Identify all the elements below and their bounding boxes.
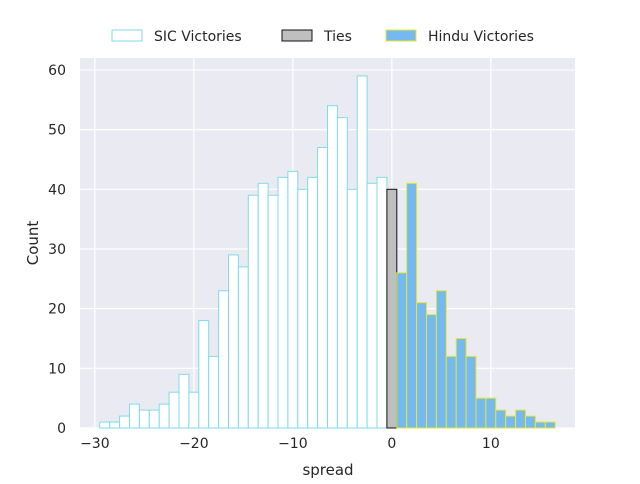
legend: SIC Victories Ties Hindu Victories: [111, 29, 534, 45]
histogram-bar: [188, 391, 200, 429]
histogram-bar: [109, 421, 121, 429]
y-tick-label: 60: [48, 63, 66, 79]
y-tick-label: 40: [48, 182, 66, 198]
histogram-bar: [228, 254, 239, 429]
y-tick-label: 0: [57, 421, 66, 437]
histogram-bar: [257, 182, 269, 429]
x-tick-label: −10: [278, 436, 308, 452]
histogram-bar: [455, 337, 467, 429]
histogram-bar: [534, 421, 546, 429]
x-tick-label: 0: [387, 436, 396, 452]
y-tick-labels: 0 10 20 30 40 50 60: [48, 63, 66, 437]
x-tick-label: −20: [179, 436, 209, 452]
bars: [99, 75, 556, 429]
histogram-bar: [307, 176, 319, 429]
legend-label: Hindu Victories: [428, 29, 534, 45]
y-tick-label: 30: [48, 242, 66, 258]
y-axis-label: Count: [24, 221, 42, 266]
x-tick-label: −30: [80, 436, 110, 452]
histogram-bar: [218, 290, 230, 429]
y-tick-label: 50: [48, 123, 66, 139]
histogram-bar: [178, 373, 190, 429]
histogram-bar: [297, 188, 309, 429]
histogram-bar: [445, 355, 457, 429]
histogram-bar: [287, 170, 299, 429]
histogram-bar: [317, 147, 329, 429]
histogram-bar: [237, 266, 249, 429]
histogram-bar: [485, 397, 497, 429]
histogram-bar: [99, 421, 111, 429]
histogram-bar: [327, 105, 338, 429]
histogram-bar: [277, 176, 289, 429]
legend-swatch: [385, 29, 417, 42]
histogram-bar: [366, 182, 378, 429]
histogram-bar: [465, 355, 477, 429]
histogram-bar: [505, 415, 517, 429]
histogram-bar: [119, 415, 130, 429]
histogram-bar: [198, 320, 210, 429]
histogram-bar: [515, 409, 526, 429]
histogram-bar: [129, 403, 140, 429]
legend-item: SIC Victories: [111, 29, 242, 45]
histogram-bar: [396, 272, 408, 429]
legend-label: SIC Victories: [154, 29, 242, 45]
histogram-bar: [208, 355, 220, 429]
x-tick-label: 10: [482, 436, 500, 452]
legend-item: Ties: [281, 29, 352, 45]
y-tick-label: 20: [48, 302, 66, 318]
histogram-bar: [544, 421, 556, 429]
y-tick-label: 10: [48, 361, 66, 377]
histogram-bar: [247, 194, 259, 429]
histogram-bar: [158, 403, 170, 429]
histogram-bar: [495, 409, 507, 429]
legend-label: Ties: [323, 29, 352, 45]
histogram-bar: [148, 409, 160, 429]
series-sic-victories: [99, 75, 388, 429]
legend-swatch: [281, 29, 313, 42]
histogram-bar: [138, 409, 150, 429]
histogram-bar: [356, 75, 368, 429]
series-ties: [386, 188, 398, 429]
histogram-bar: [435, 290, 447, 429]
histogram-bar: [426, 314, 437, 429]
histogram-bar: [346, 188, 358, 429]
histogram-bar: [525, 415, 536, 429]
histogram-bar: [168, 391, 180, 429]
histogram-bar: [376, 176, 388, 429]
x-tick-labels: −30 −20 −10 0 10: [80, 436, 500, 452]
histogram-bar: [475, 397, 487, 429]
legend-item: Hindu Victories: [385, 29, 534, 45]
histogram-bar: [416, 302, 428, 429]
legend-swatch: [111, 29, 143, 42]
histogram-bar: [386, 188, 398, 429]
histogram-bar: [336, 117, 348, 429]
series-hindu-victories: [396, 182, 556, 429]
histogram-bar: [267, 194, 279, 429]
x-axis-label: spread: [302, 461, 353, 479]
histogram-bar: [406, 182, 418, 429]
